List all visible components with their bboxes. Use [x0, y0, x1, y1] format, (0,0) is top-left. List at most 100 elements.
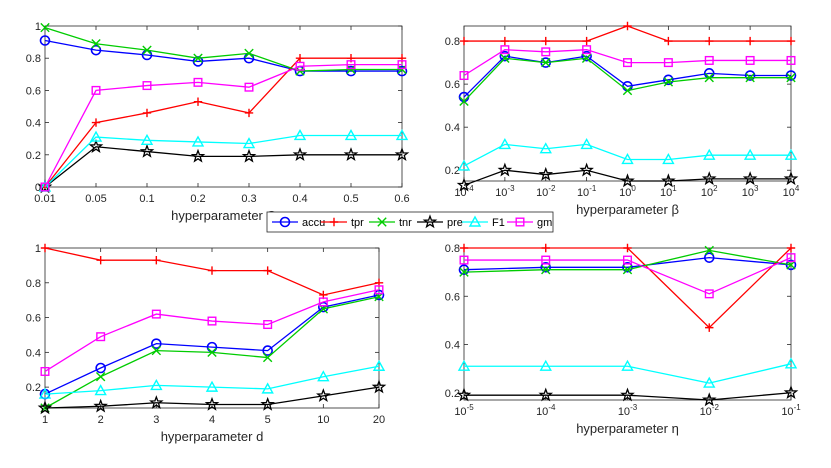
x-axis-label: hyperparameter C — [171, 208, 276, 223]
data-point-accu — [373, 289, 385, 301]
data-point-F1 — [317, 370, 330, 382]
data-point-gm — [745, 55, 755, 65]
data-point-gm — [244, 82, 254, 92]
data-point-F1 — [94, 384, 107, 396]
data-point-gm — [40, 182, 50, 192]
data-point-gm — [582, 45, 592, 55]
x-tick-label: 100 — [619, 184, 636, 199]
data-point-F1 — [580, 137, 593, 150]
series-line-pre — [464, 392, 792, 401]
legend-label-F1: F1 — [492, 217, 505, 229]
data-point-pre — [497, 162, 513, 177]
series-line-tnr — [44, 26, 402, 72]
data-point-tnr — [622, 85, 633, 96]
legend-marker-tpr — [329, 217, 339, 227]
data-point-gm — [40, 366, 50, 376]
data-point-tpr — [705, 323, 714, 332]
x-tick-label: 0.05 — [85, 193, 106, 205]
legend-label-tnr: tnr — [399, 217, 412, 229]
x-tick-label: 10-2 — [536, 184, 556, 199]
data-point-tnr — [622, 265, 633, 275]
data-point-F1 — [662, 153, 675, 165]
y-tick-label: 0.4 — [26, 347, 41, 359]
data-point-tnr — [40, 22, 50, 33]
series-F1 — [457, 137, 798, 171]
data-point-F1 — [191, 135, 205, 147]
data-point-tnr — [581, 53, 592, 63]
series-line-accu — [463, 256, 792, 271]
chart-panel-3: 0.2 0.4 0.6 0.8 1 1 2 3 4 5 10 20 hyperparameter d — [26, 243, 387, 444]
data-point-gm — [263, 320, 273, 330]
data-point-gm — [786, 253, 796, 263]
data-point-tnr — [193, 53, 203, 63]
data-point-gm — [318, 297, 328, 307]
data-point-accu — [540, 262, 552, 273]
y-tick-label: 0.6 — [445, 79, 460, 91]
y-tick-label: 0.2 — [445, 388, 460, 400]
data-point-tpr — [459, 36, 469, 46]
legend: accu tpr tnr pre F1 gm — [266, 211, 554, 233]
data-point-accu — [39, 35, 51, 46]
data-point-tnr — [541, 265, 551, 275]
data-point-F1 — [539, 142, 552, 154]
x-tick-label: 10-3 — [618, 403, 638, 418]
x-tick-label: 20 — [373, 414, 385, 426]
y-tick-label: 0.4 — [445, 340, 460, 352]
data-point-F1 — [498, 137, 512, 150]
data-point-gm — [193, 77, 203, 87]
data-point-tnr — [704, 72, 714, 83]
data-point-tnr — [346, 64, 356, 75]
series-tpr — [459, 243, 796, 332]
y-tick-label: 0.2 — [445, 165, 460, 177]
data-point-tnr — [397, 64, 407, 75]
x-tick-label: 0.01 — [34, 193, 55, 205]
series-tnr — [40, 22, 407, 76]
data-point-accu — [663, 74, 674, 86]
data-point-pre — [260, 396, 275, 411]
x-tick-label: 10-4 — [536, 403, 556, 418]
data-point-tpr — [623, 243, 632, 253]
plot-area — [463, 25, 792, 182]
x-tick-label: 10-5 — [454, 403, 474, 418]
y-tick-label: 0.8 — [445, 36, 460, 48]
series-line-F1 — [44, 365, 380, 395]
data-point-tnr — [541, 57, 551, 68]
data-point-pre — [579, 162, 594, 177]
x-tick-label: 10 — [317, 414, 329, 426]
data-point-gm — [142, 81, 152, 91]
data-point-tpr — [745, 36, 755, 46]
data-point-tnr — [207, 347, 217, 358]
x-tick-label: 3 — [153, 414, 159, 426]
series-F1 — [457, 357, 798, 388]
series-pre — [37, 139, 410, 194]
data-point-tnr — [151, 345, 162, 356]
y-tick-label: 0.2 — [26, 382, 41, 394]
plot-area — [44, 25, 403, 188]
data-point-pre — [456, 387, 472, 402]
data-point-pre — [783, 385, 799, 399]
x-tick-label: 10-1 — [577, 184, 597, 199]
data-point-accu — [90, 44, 102, 56]
data-point-accu — [785, 70, 797, 81]
data-point-pre — [292, 147, 308, 162]
x-tick-label: 101 — [660, 184, 677, 199]
series-line-gm — [44, 63, 402, 188]
legend-item-pre: pre — [417, 214, 463, 229]
data-point-tpr — [786, 36, 796, 46]
series-line-tpr — [44, 57, 402, 188]
data-point-tpr — [623, 21, 632, 31]
legend-label-tpr: tpr — [351, 217, 364, 229]
series-F1 — [38, 359, 386, 399]
series-tnr — [459, 245, 796, 277]
x-tick-label: 0.5 — [343, 193, 358, 205]
y-tick-label: 0.4 — [445, 122, 460, 134]
series-line-gm — [463, 49, 791, 77]
data-point-tnr — [459, 96, 469, 107]
x-tick-label: 1 — [42, 414, 48, 426]
data-point-F1 — [703, 376, 716, 388]
data-point-gm — [397, 60, 407, 70]
data-point-gm — [295, 61, 305, 71]
y-tick-label: 0.6 — [26, 313, 41, 325]
x-tick-label: 2 — [98, 414, 104, 426]
data-point-F1 — [539, 359, 552, 371]
